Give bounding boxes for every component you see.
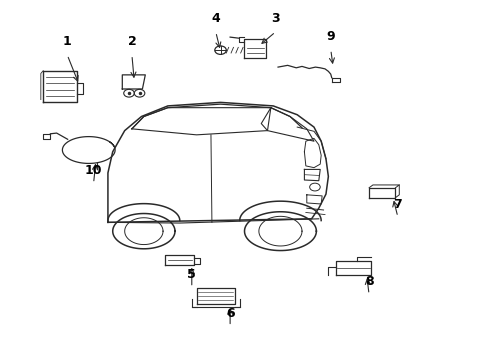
Text: 10: 10 bbox=[84, 164, 102, 177]
Text: 3: 3 bbox=[271, 13, 280, 26]
Text: 7: 7 bbox=[393, 198, 402, 211]
Text: 8: 8 bbox=[364, 275, 373, 288]
Text: 4: 4 bbox=[211, 13, 220, 26]
Text: 6: 6 bbox=[225, 307, 234, 320]
Text: 5: 5 bbox=[187, 268, 196, 281]
Text: 2: 2 bbox=[127, 35, 136, 48]
Text: 1: 1 bbox=[62, 35, 71, 48]
Text: 9: 9 bbox=[326, 30, 334, 43]
